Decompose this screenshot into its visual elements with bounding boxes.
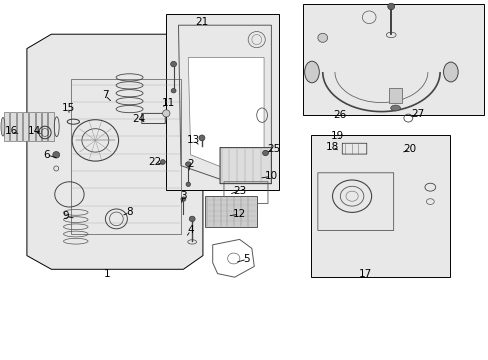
Text: 11: 11 [162, 98, 175, 108]
Bar [4, 112, 9, 141]
Ellipse shape [443, 62, 457, 82]
Bar [205, 196, 256, 227]
Bar [23, 112, 28, 141]
Text: 13: 13 [186, 135, 200, 145]
Text: 18: 18 [325, 142, 339, 152]
Ellipse shape [181, 197, 185, 201]
Ellipse shape [387, 3, 394, 10]
Text: 9: 9 [62, 211, 69, 221]
Bar [48, 112, 54, 141]
Bar [17, 112, 22, 141]
Text: 7: 7 [102, 90, 108, 100]
Ellipse shape [1, 117, 5, 136]
Text: 24: 24 [131, 114, 145, 124]
Ellipse shape [317, 33, 327, 42]
Bar [36, 112, 41, 141]
Ellipse shape [189, 216, 195, 221]
Text: 21: 21 [195, 17, 208, 27]
Text: 14: 14 [27, 126, 41, 136]
Text: 15: 15 [61, 103, 75, 113]
Text: 6: 6 [43, 150, 50, 160]
Ellipse shape [186, 182, 190, 186]
Bar [303, 4, 483, 115]
Bar [166, 14, 278, 190]
Text: 3: 3 [180, 191, 186, 201]
Text: 5: 5 [243, 254, 250, 264]
Polygon shape [27, 34, 203, 269]
Text: 1: 1 [104, 269, 111, 279]
Text: 8: 8 [126, 207, 133, 217]
Ellipse shape [304, 61, 319, 83]
Text: 10: 10 [264, 171, 277, 181]
Ellipse shape [262, 150, 268, 156]
Ellipse shape [171, 89, 176, 93]
Text: 26: 26 [332, 110, 346, 120]
Ellipse shape [170, 61, 176, 67]
FancyBboxPatch shape [220, 148, 271, 184]
Text: 12: 12 [232, 209, 246, 219]
Bar [388, 88, 402, 103]
Ellipse shape [199, 135, 204, 141]
Text: 23: 23 [232, 186, 246, 196]
Text: 25: 25 [266, 144, 280, 154]
Polygon shape [188, 58, 264, 167]
Bar [310, 135, 449, 277]
Ellipse shape [160, 160, 165, 164]
Bar [10, 112, 16, 141]
Ellipse shape [185, 162, 191, 166]
Ellipse shape [53, 152, 60, 158]
Ellipse shape [390, 105, 400, 111]
Text: 19: 19 [330, 131, 344, 141]
Text: 22: 22 [148, 157, 162, 167]
Text: 27: 27 [410, 109, 424, 120]
Text: 4: 4 [187, 225, 194, 235]
Text: 16: 16 [4, 126, 18, 136]
Text: 2: 2 [187, 159, 194, 169]
Ellipse shape [163, 110, 170, 117]
Text: 17: 17 [358, 269, 372, 279]
Text: 20: 20 [403, 144, 415, 154]
Bar [42, 112, 47, 141]
Bar [29, 112, 35, 141]
